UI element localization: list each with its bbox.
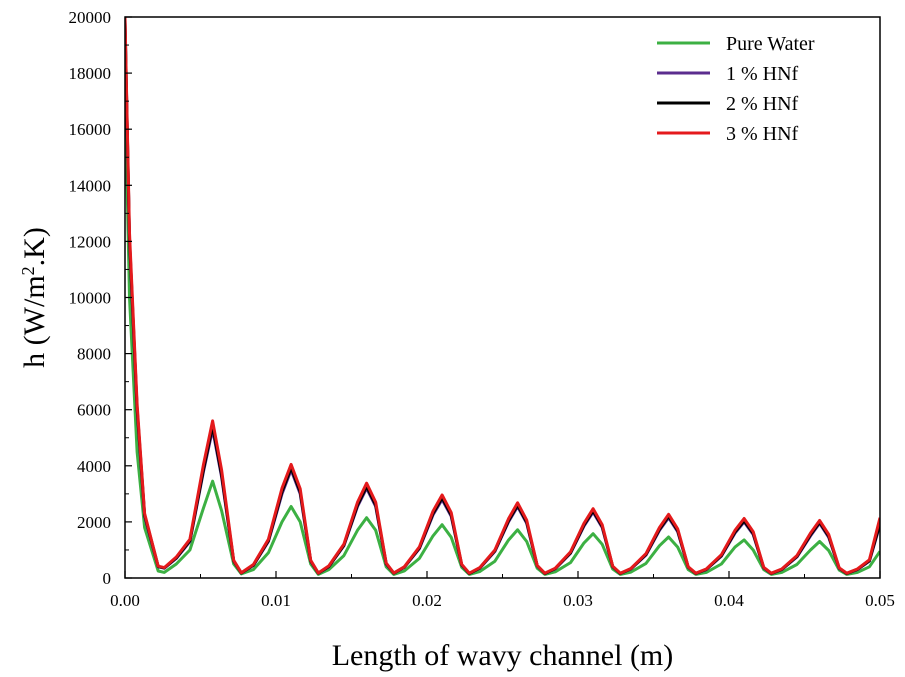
x-tick-label: 0.03 [563, 591, 593, 610]
y-axis: 0 2000 4000 6000 8000 10000 12000 14000 16000 180… [69, 8, 132, 588]
x-axis-title: Length of wavy channel (m) [332, 639, 674, 672]
legend-label: 1 % HNf [726, 63, 799, 85]
y-tick-label: 18000 [69, 64, 112, 83]
x-tick-label: 0.00 [110, 591, 140, 610]
x-axis: 0.00 0.01 0.02 0.03 0.04 0.05 [110, 571, 895, 610]
y-axis-title-superscript: 2 [18, 266, 38, 275]
y-tick-label: 6000 [77, 401, 111, 420]
legend-label: 3 % HNf [726, 123, 799, 145]
x-tick-label: 0.02 [412, 591, 442, 610]
legend-label: 2 % HNf [726, 93, 799, 115]
y-tick-label: 16000 [69, 120, 112, 139]
x-tick-label: 0.01 [261, 591, 291, 610]
y-tick-label: 4000 [77, 457, 111, 476]
series-line-1 [125, 87, 880, 576]
x-tick-label: 0.04 [714, 591, 744, 610]
y-tick-label: 14000 [69, 176, 112, 195]
y-tick-label: 8000 [77, 345, 111, 364]
series-group [125, 17, 880, 576]
x-tick-label: 0.05 [865, 591, 895, 610]
y-tick-label: 2000 [77, 513, 111, 532]
y-tick-label: 20000 [69, 8, 112, 27]
series-line-4 [125, 17, 880, 575]
y-tick-label: 0 [103, 569, 112, 588]
y-tick-label: 12000 [69, 232, 112, 251]
legend-label: Pure Water [726, 33, 815, 55]
y-axis-title: h (W/m2.K) [18, 227, 51, 368]
y-axis-title-main: h (W/m [18, 275, 51, 367]
legend: Pure Water 1 % HNf 2 % HNf 3 % HNf [657, 33, 815, 145]
y-axis-title-tail: .K) [18, 227, 51, 266]
y-tick-label: 10000 [69, 289, 112, 308]
